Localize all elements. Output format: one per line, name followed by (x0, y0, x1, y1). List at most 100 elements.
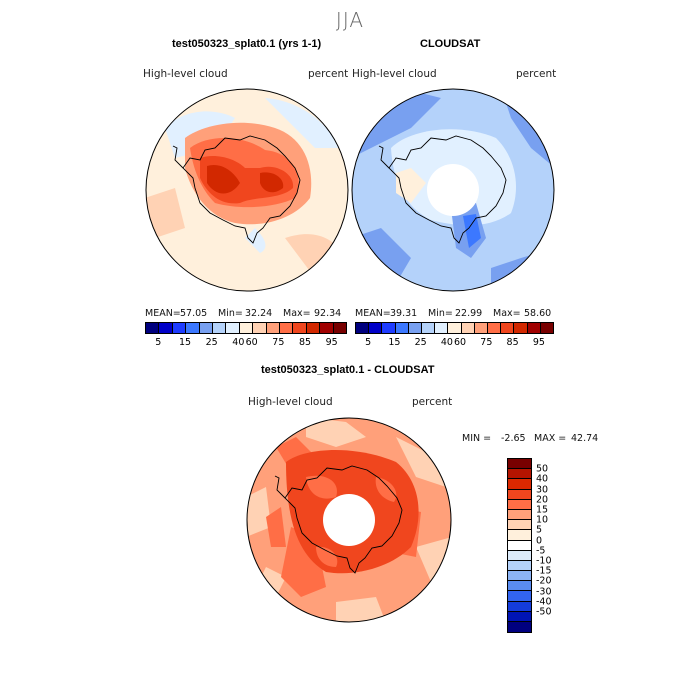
right-panel-mean-label: MEAN= (355, 308, 391, 319)
colorbar-swatch (508, 601, 531, 612)
season-title: JJA (335, 8, 365, 32)
right-panel-units-label: percent (516, 68, 557, 80)
colorbar-swatch (213, 323, 227, 333)
colorbar-tick-label: -30 (536, 586, 552, 598)
left-panel-min-label: Min= (218, 308, 243, 319)
colorbar-swatch (408, 323, 423, 333)
colorbar-tick-label: 15 (388, 337, 401, 348)
right-panel-min-label: Min= (428, 308, 453, 319)
colorbar-tick-label: 40 (536, 473, 549, 485)
colorbar-swatch (474, 323, 489, 333)
colorbar-tick-label: 85 (506, 337, 519, 348)
colorbar-tick-label: 50 (536, 463, 549, 475)
colorbar-swatch (501, 323, 515, 333)
colorbar-tick-label: 40 (440, 337, 453, 348)
colorbar-tick-label: 95 (325, 337, 338, 348)
colorbar-swatch (508, 499, 531, 510)
right-panel-mean-value: 39.31 (390, 308, 418, 319)
colorbar-tick-label: -10 (536, 555, 552, 567)
right-panel-max-value: 58.60 (524, 308, 552, 319)
colorbar-swatch (435, 323, 449, 333)
colorbar-tick-label: 40 (232, 337, 245, 348)
colorbar-swatch (306, 323, 321, 333)
colorbar-swatch (527, 323, 541, 333)
left-panel-title: test050323_splat0.1 (yrs 1-1) (172, 38, 322, 50)
colorbar-tick-label: 5 (365, 337, 372, 348)
colorbar-swatch (508, 622, 531, 633)
colorbar-swatch (508, 509, 531, 521)
colorbar-swatch (508, 540, 531, 551)
colorbar-swatch (508, 530, 531, 541)
colorbar-swatch (395, 323, 409, 333)
colorbar-swatch (293, 323, 307, 333)
colorbar-swatch (280, 323, 294, 333)
colorbar-swatch (186, 323, 200, 333)
colorbar-tick-label: 75 (480, 337, 493, 348)
right-panel-title: CLOUDSAT (420, 38, 481, 50)
colorbar-swatch (333, 323, 347, 333)
diff-max-label: MAX = (534, 433, 567, 444)
diff-min-label: MIN = (462, 433, 492, 444)
left-panel-mean-value: 57.05 (180, 308, 208, 319)
left-panel-mean-label: MEAN= (145, 308, 181, 319)
colorbar-tick-label: 75 (272, 337, 285, 348)
diff-panel-units-label: percent (412, 396, 453, 408)
right-colorbar (355, 322, 554, 334)
diff-polar-map (246, 417, 452, 623)
colorbar-tick-label: 20 (536, 494, 549, 506)
colorbar-tick-label: 0 (536, 535, 543, 547)
colorbar-swatch (448, 323, 462, 333)
right-colorbar-ticks: 5 15 25 40 60 75 85 95 (0, 337, 700, 349)
colorbar-tick-label: 60 (245, 337, 258, 348)
colorbar-tick-label: 5 (155, 337, 162, 348)
colorbar-swatch (508, 469, 531, 480)
right-panel-max-label: Max= (493, 308, 521, 319)
colorbar-tick-label: 60 (454, 337, 467, 348)
diff-colorbar (507, 458, 532, 634)
colorbar-tick-label: -40 (536, 596, 552, 608)
colorbar-tick-label: 10 (536, 514, 549, 526)
colorbar-tick-label: -20 (536, 575, 552, 587)
left-panel-units-label: percent (308, 68, 349, 80)
colorbar-swatch (226, 323, 240, 333)
colorbar-swatch (461, 323, 475, 333)
left-polar-map (145, 88, 349, 292)
colorbar-tick-label: -15 (536, 565, 552, 577)
colorbar-tick-label: 85 (298, 337, 312, 348)
colorbar-tick-label: 15 (178, 337, 192, 348)
colorbar-swatch (508, 459, 531, 470)
colorbar-swatch (508, 479, 531, 490)
left-panel-max-value: 92.34 (314, 308, 342, 319)
colorbar-swatch (159, 323, 173, 333)
right-panel-min-value: 22.99 (455, 308, 483, 319)
left-panel-max-label: Max= (283, 308, 311, 319)
diff-panel-field-label: High-level cloud (248, 396, 333, 408)
colorbar-tick-label: 5 (536, 524, 543, 536)
colorbar-swatch (540, 323, 554, 333)
colorbar-tick-label: 95 (532, 337, 545, 348)
colorbar-swatch (239, 323, 254, 333)
colorbar-tick-label: 30 (536, 484, 549, 496)
left-panel-min-value: 32.24 (245, 308, 273, 319)
diff-max-value: 42.74 (571, 433, 599, 444)
colorbar-tick-label: -50 (536, 606, 552, 618)
colorbar-swatch (508, 611, 531, 622)
right-polar-map (351, 88, 555, 292)
colorbar-swatch (508, 560, 531, 572)
colorbar-swatch (508, 591, 531, 602)
diff-panel-title: test050323_splat0.1 - CLOUDSAT (261, 364, 435, 376)
right-panel-field-label: High-level cloud (352, 68, 437, 80)
left-panel-field-label: High-level cloud (143, 68, 228, 80)
left-colorbar-ticks: 5 15 25 40 60 75 85 95 (0, 337, 700, 349)
colorbar-tick-label: -5 (536, 545, 546, 557)
colorbar-swatch (253, 323, 267, 333)
colorbar-swatch (146, 323, 160, 333)
left-colorbar (145, 322, 347, 334)
colorbar-swatch (369, 323, 383, 333)
colorbar-swatch (514, 323, 528, 333)
colorbar-swatch (508, 571, 531, 582)
colorbar-swatch (508, 520, 531, 531)
colorbar-swatch (422, 323, 436, 333)
colorbar-tick-label: 25 (205, 337, 218, 348)
colorbar-swatch (320, 323, 334, 333)
